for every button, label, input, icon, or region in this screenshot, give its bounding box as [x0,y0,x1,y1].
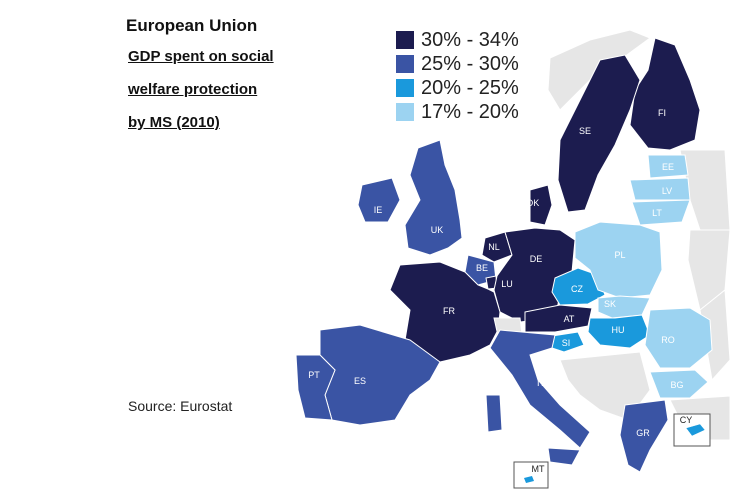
country-it-sicily [547,447,581,466]
legend-swatch [396,55,414,73]
legend-swatch [396,103,414,121]
label-uk: UK [431,225,444,235]
country-cz [551,267,606,306]
country-lv [629,177,691,201]
country-fr [389,261,501,363]
inset-cy [673,413,711,447]
inset-mt [513,461,549,489]
label-it: IT [537,378,546,388]
label-fi: FI [658,108,666,118]
country-hu [587,314,651,349]
label-sk: SK [604,299,616,309]
label-lv: LV [662,186,672,196]
map-subtitle-line-3: by MS (2010) [128,114,220,131]
label-si: SI [562,338,571,348]
country-se [557,54,641,213]
country-ie [357,177,401,223]
country-fi [629,37,701,151]
legend-swatch [396,79,414,97]
label-nl: NL [488,242,500,252]
legend-item: 30% - 34% [396,28,519,52]
label-fr: FR [443,306,455,316]
country-it-sardinia [485,394,503,433]
source-note: Source: Eurostat [128,398,233,414]
legend-swatch [396,31,414,49]
label-se: SE [579,126,591,136]
label-lu: LU [501,279,513,289]
legend-label: 17% - 20% [421,100,519,123]
label-cz: CZ [571,284,583,294]
legend-label: 20% - 25% [421,76,519,99]
legend-label: 30% - 34% [421,28,519,51]
label-at: AT [564,314,575,324]
label-hu: HU [612,325,625,335]
map-title: European Union [126,16,258,35]
label-lt: LT [652,208,662,218]
label-ie: IE [374,205,383,215]
label-pl: PL [614,250,625,260]
country-lt [631,199,691,226]
label-ee: EE [662,162,674,172]
legend-label: 25% - 30% [421,52,519,75]
label-es: ES [354,376,366,386]
legend: 30% - 34% 25% - 30% 20% - 25% 17% - 20% [396,28,519,124]
country-gr [619,399,669,473]
country-dk [529,184,553,226]
label-bg: BG [670,380,683,390]
label-ro: RO [661,335,675,345]
map-subtitle-line-1: GDP spent on social [128,48,274,65]
legend-item: 17% - 20% [396,100,519,124]
label-dk: DK [527,198,540,208]
label-de: DE [530,254,543,264]
label-be: BE [476,263,488,273]
country-ee [647,154,689,179]
country-ro [644,307,713,369]
country-bg [649,369,709,399]
label-gr: GR [636,428,650,438]
map-subtitle-line-2: welfare protection [128,81,258,98]
legend-item: 25% - 30% [396,52,519,76]
label-pt: PT [308,370,320,380]
label-cy: CY [680,415,693,425]
legend-item: 20% - 25% [396,76,519,100]
country-pt [295,354,336,421]
label-mt: MT [532,464,545,474]
country-nl [481,231,513,263]
country-it [489,329,591,449]
country-uk [404,139,463,256]
country-pl [574,221,663,299]
